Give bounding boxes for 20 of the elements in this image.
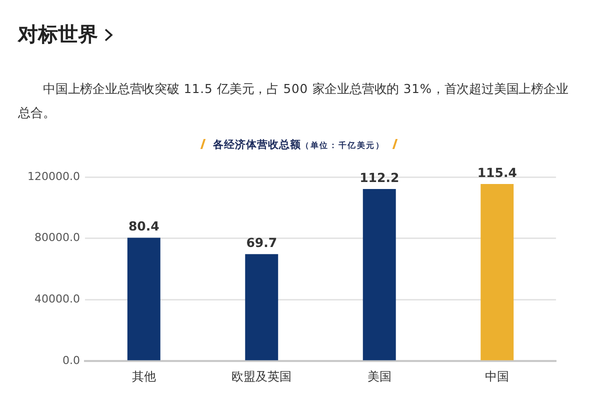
- y-tick-label: 120000.0: [28, 170, 80, 183]
- annotation: 80.4: [128, 218, 160, 234]
- text: 中国上榜企业总营收突破 11.5 亿美元，占 500 家企业总营收的 31%，首次超过美国上榜企业总合。: [18, 81, 570, 122]
- x-tick-label: 美国: [367, 369, 392, 384]
- annotation: 112.2: [360, 170, 400, 185]
- y-tick-label: 0.0: [62, 354, 80, 367]
- chart-title: 各经济体营收总额: [213, 139, 302, 151]
- x-tick-label: 欧盟及英国: [232, 369, 292, 384]
- text: 对标世界: [18, 21, 98, 48]
- bar: [127, 238, 160, 360]
- bar: [245, 254, 278, 360]
- bar: [362, 188, 396, 360]
- annotation: 69.7: [246, 235, 278, 250]
- y-tick-label: 80000.0: [34, 231, 80, 244]
- chart-subtitle: （单位：千亿美元）: [301, 141, 385, 150]
- y-tick-label: 40000.0: [34, 292, 80, 306]
- x-tick-label: 中国: [485, 369, 510, 384]
- x-tick-label: 其他: [132, 369, 156, 384]
- bar: [480, 184, 514, 360]
- annotation: 115.4: [477, 165, 518, 180]
